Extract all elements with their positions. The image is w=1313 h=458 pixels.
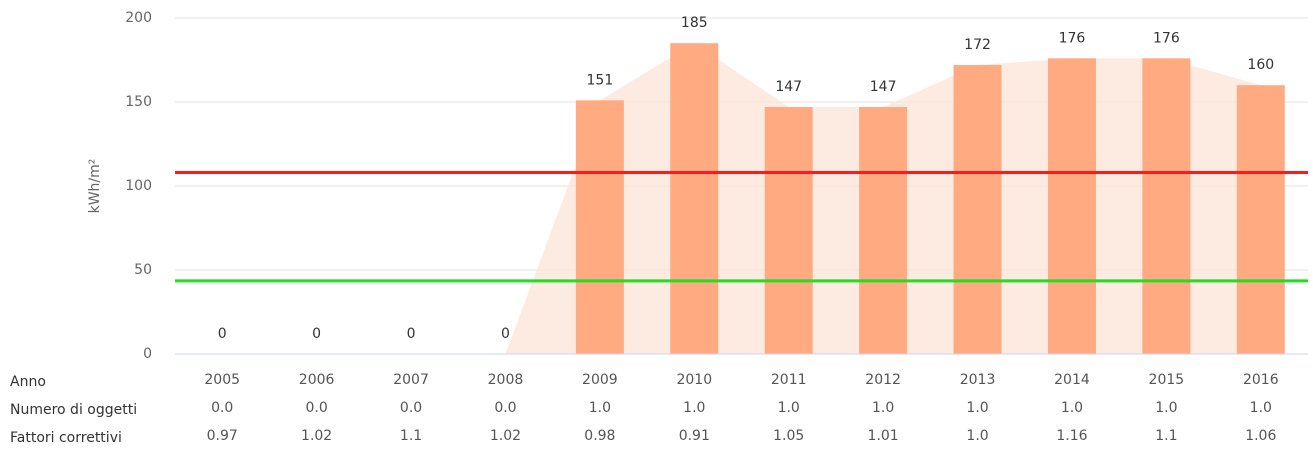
bar <box>1142 58 1191 354</box>
table-cell: 1.0 <box>778 400 800 416</box>
x-tick-label: 2010 <box>676 372 712 388</box>
x-tick-label: 2012 <box>865 372 901 388</box>
data-label: 185 <box>681 15 708 31</box>
bar <box>764 107 813 354</box>
table-cell: 1.1 <box>400 428 422 444</box>
table-cell: 1.01 <box>868 428 899 444</box>
data-label: 160 <box>1247 57 1274 73</box>
table-cell: 1.16 <box>1056 428 1087 444</box>
table-cell: 1.05 <box>773 428 804 444</box>
table-cell: 1.0 <box>966 400 988 416</box>
data-label: 172 <box>964 37 991 53</box>
data-label: 147 <box>775 79 802 95</box>
bar <box>953 65 1002 354</box>
data-label: 151 <box>587 72 614 88</box>
y-axis-label: kWh/m² <box>87 159 103 214</box>
table-cell: 0.98 <box>584 428 615 444</box>
table-cell: 0.0 <box>494 400 516 416</box>
bar <box>1047 58 1096 354</box>
table-cell: 0.0 <box>400 400 422 416</box>
y-tick-label: 0 <box>143 346 152 362</box>
x-tick-label: 2007 <box>393 372 429 388</box>
x-tick-label: 2009 <box>582 372 618 388</box>
data-label: 0 <box>218 326 227 342</box>
table-cell: 1.06 <box>1245 428 1276 444</box>
x-tick-label: 2016 <box>1243 372 1279 388</box>
y-tick-label: 200 <box>125 10 152 26</box>
table-cell: 1.1 <box>1155 428 1177 444</box>
y-tick-label: 50 <box>134 262 152 278</box>
data-label: 176 <box>1059 30 1086 46</box>
table-cell: 0.0 <box>211 400 233 416</box>
table-cell: 0.97 <box>207 428 238 444</box>
x-tick-label: 2005 <box>204 372 240 388</box>
table-cell: 1.02 <box>490 428 521 444</box>
bar <box>1236 85 1285 354</box>
x-tick-label: 2014 <box>1054 372 1090 388</box>
row-label: Fattori correttivi <box>10 430 122 446</box>
x-axis-label: Anno <box>10 374 46 390</box>
data-label: 176 <box>1153 30 1180 46</box>
x-tick-label: 2013 <box>960 372 996 388</box>
table-cell: 0.0 <box>305 400 327 416</box>
table-cell: 1.02 <box>301 428 332 444</box>
x-tick-label: 2006 <box>299 372 335 388</box>
table-cell: 1.0 <box>589 400 611 416</box>
table-cell: 1.0 <box>1061 400 1083 416</box>
row-label: Numero di oggetti <box>10 402 137 418</box>
x-tick-label: 2015 <box>1149 372 1185 388</box>
y-tick-label: 150 <box>125 94 152 110</box>
data-label: 0 <box>501 326 510 342</box>
table-cell: 0.91 <box>679 428 710 444</box>
y-tick-label: 100 <box>125 178 152 194</box>
x-tick-label: 2011 <box>771 372 807 388</box>
bar <box>670 43 719 354</box>
data-label: 147 <box>870 79 897 95</box>
area <box>222 43 1261 354</box>
table-cell: 1.0 <box>872 400 894 416</box>
table-cell: 1.0 <box>683 400 705 416</box>
bar <box>859 107 908 354</box>
data-label: 0 <box>407 326 416 342</box>
table-cell: 1.0 <box>966 428 988 444</box>
bar <box>575 100 624 354</box>
x-tick-label: 2008 <box>488 372 524 388</box>
data-label: 0 <box>312 326 321 342</box>
table-cell: 1.0 <box>1250 400 1272 416</box>
table-cell: 1.0 <box>1155 400 1177 416</box>
